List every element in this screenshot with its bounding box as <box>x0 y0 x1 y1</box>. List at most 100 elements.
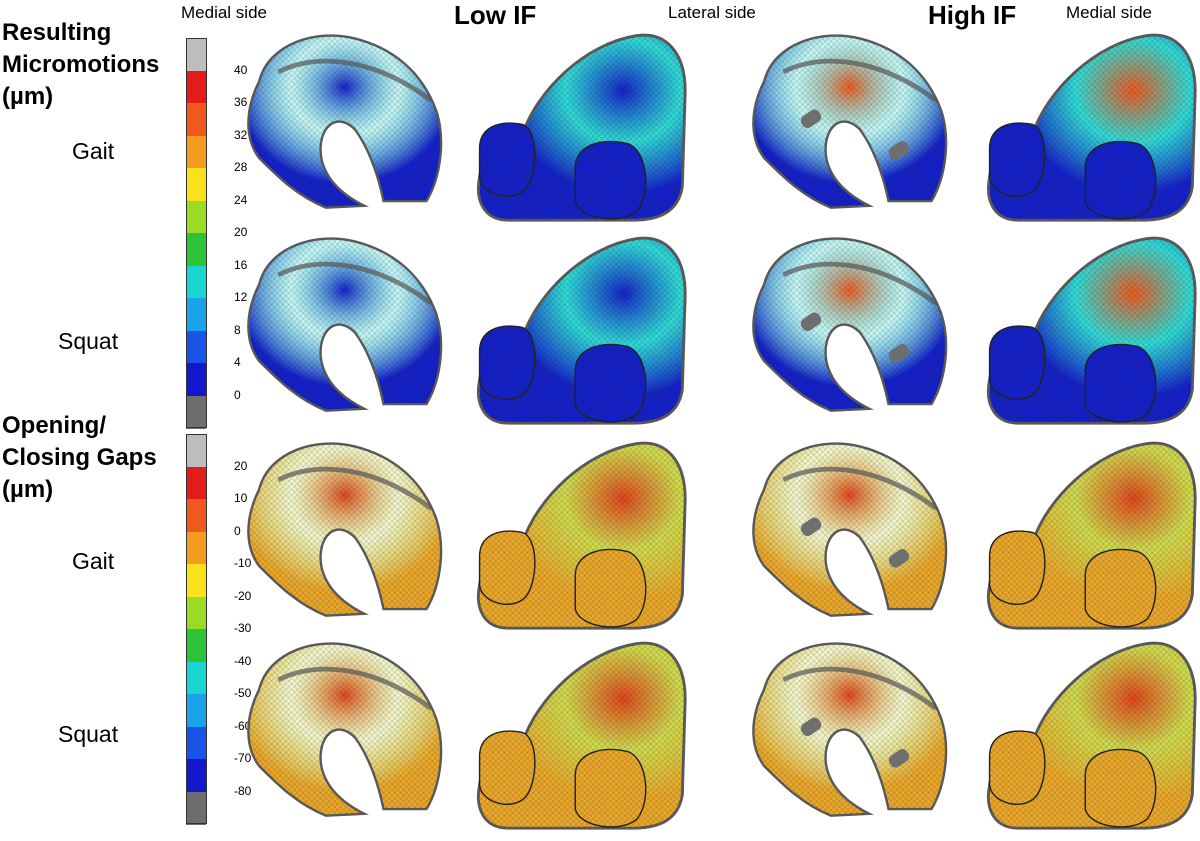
femoral-implant-render <box>987 441 1197 630</box>
colorbar-tick-label: 32 <box>234 127 248 142</box>
colorbar-tick-label: -40 <box>234 653 252 668</box>
colorbar-swatch <box>186 661 206 695</box>
colorbar-tick-label: -50 <box>234 686 252 700</box>
femoral-implant-panel <box>745 630 965 835</box>
femoral-implant-render <box>247 642 443 817</box>
header-low-if: Low IF <box>454 0 537 30</box>
colorbar-outline <box>186 434 207 824</box>
colorbar-tick-label: -10 <box>234 556 252 570</box>
femoral-implant-panel <box>240 430 460 635</box>
implant-peg <box>888 549 910 568</box>
femoral-implant-panel <box>470 430 690 635</box>
colorbar-swatch <box>186 395 206 429</box>
colorbar-swatch <box>186 330 206 364</box>
femoral-implant-render <box>752 642 948 817</box>
colorbar-tick-label: -30 <box>234 621 252 635</box>
implant-peg <box>800 109 822 129</box>
implant-ridge <box>277 58 433 103</box>
femoral-implant-render <box>477 641 687 830</box>
colorbar-swatch <box>186 564 206 597</box>
implant-peg <box>800 717 822 737</box>
implant-ridge <box>782 666 938 711</box>
implant-ridge <box>277 261 433 306</box>
femoral-implant-panel <box>240 630 460 835</box>
femoral-implant-render <box>752 442 948 617</box>
implant-ridge <box>782 466 938 511</box>
colorbar-swatch <box>186 265 206 299</box>
header-medial-side-right: Medial side <box>1066 3 1152 22</box>
femoral-implant-render <box>477 236 687 425</box>
row-label-gait-gaps: Gait <box>72 548 115 574</box>
colorbar-swatch <box>186 233 206 266</box>
colorbar-swatch <box>186 499 206 532</box>
colorbar-swatch <box>186 791 206 825</box>
colorbar-swatch <box>186 629 206 662</box>
colorbar-tick-label: 8 <box>234 322 241 337</box>
colorbar-tick-label: 10 <box>234 491 248 505</box>
header-medial-side-left: Medial side <box>181 3 267 22</box>
colorbar-swatch <box>186 103 206 136</box>
colorbar-swatch <box>186 726 206 760</box>
colorbar-swatch <box>186 596 206 630</box>
colorbar-tick-label: 20 <box>234 458 248 473</box>
colorbar-tick-label: 28 <box>234 160 248 174</box>
colorbar-tick-label: -70 <box>234 751 252 765</box>
row-label-squat-gaps: Squat <box>58 721 119 747</box>
colorbar-swatch <box>186 298 206 331</box>
colorbar-swatch <box>186 694 206 727</box>
implant-peg <box>800 517 822 537</box>
femoral-implant-panel <box>240 225 460 430</box>
row-label-squat-micromotions: Squat <box>58 328 119 354</box>
femoral-implant-render <box>987 33 1197 222</box>
implant-peg <box>888 344 910 363</box>
colorbar-swatch <box>186 70 206 104</box>
header-lateral-side: Lateral side <box>668 3 756 22</box>
colorbar-swatch <box>186 135 206 169</box>
colorbar-tick-label: 16 <box>234 257 248 272</box>
colorbar-tick-label: -60 <box>234 718 252 733</box>
colorbar-swatch <box>186 759 206 792</box>
colorbar-tick-label: 4 <box>234 355 241 369</box>
femoral-implant-render <box>477 33 687 222</box>
femoral-implant-render <box>477 441 687 630</box>
femoral-implant-panel <box>745 225 965 430</box>
colorbar-tick-label: 36 <box>234 95 248 109</box>
colorbar-tick-label: 12 <box>234 290 248 304</box>
femoral-implant-panel <box>980 430 1200 635</box>
implant-ridge <box>277 466 433 511</box>
colorbar-tick-label: 0 <box>234 523 241 538</box>
colorbar-swatch <box>186 200 206 234</box>
femoral-implant-panel <box>980 225 1200 430</box>
colorbar-tick-label: -20 <box>234 588 252 603</box>
colorbar-tick-label: 20 <box>234 225 248 239</box>
section-micromotions-title: Resulting Micromotions (µm) <box>2 19 160 110</box>
colorbar-tick-label: 40 <box>234 62 248 77</box>
colorbar-outline <box>186 38 207 428</box>
colorbar-swatch <box>186 466 206 500</box>
femoral-implant-panel <box>980 22 1200 227</box>
femoral-implant-panel <box>240 22 460 227</box>
section-gaps-title: Opening/ Closing Gaps (µm) <box>2 412 157 503</box>
colorbar-swatch <box>186 363 206 396</box>
implant-ridge <box>782 261 938 306</box>
colorbar-swatch <box>186 168 206 201</box>
implant-peg <box>888 749 910 768</box>
colorbar-swatch <box>186 531 206 565</box>
colorbar-tick-label: 24 <box>234 192 248 207</box>
femoral-implant-render <box>752 237 948 412</box>
femoral-implant-render <box>247 34 443 209</box>
femoral-implant-render <box>752 34 948 209</box>
femoral-implant-panel <box>470 225 690 430</box>
implant-peg <box>800 312 822 332</box>
femoral-implant-panel <box>980 630 1200 835</box>
femoral-implant-render <box>987 236 1197 425</box>
implant-peg <box>888 141 910 160</box>
femoral-implant-panel <box>470 630 690 835</box>
row-label-gait-micromotions: Gait <box>72 138 115 164</box>
femoral-implant-render <box>247 442 443 617</box>
femoral-implant-panel <box>745 430 965 635</box>
colorbar-swatch <box>186 38 206 71</box>
colorbar-swatch <box>186 434 206 467</box>
femoral-implant-panel <box>470 22 690 227</box>
femoral-implant-panel <box>745 22 965 227</box>
